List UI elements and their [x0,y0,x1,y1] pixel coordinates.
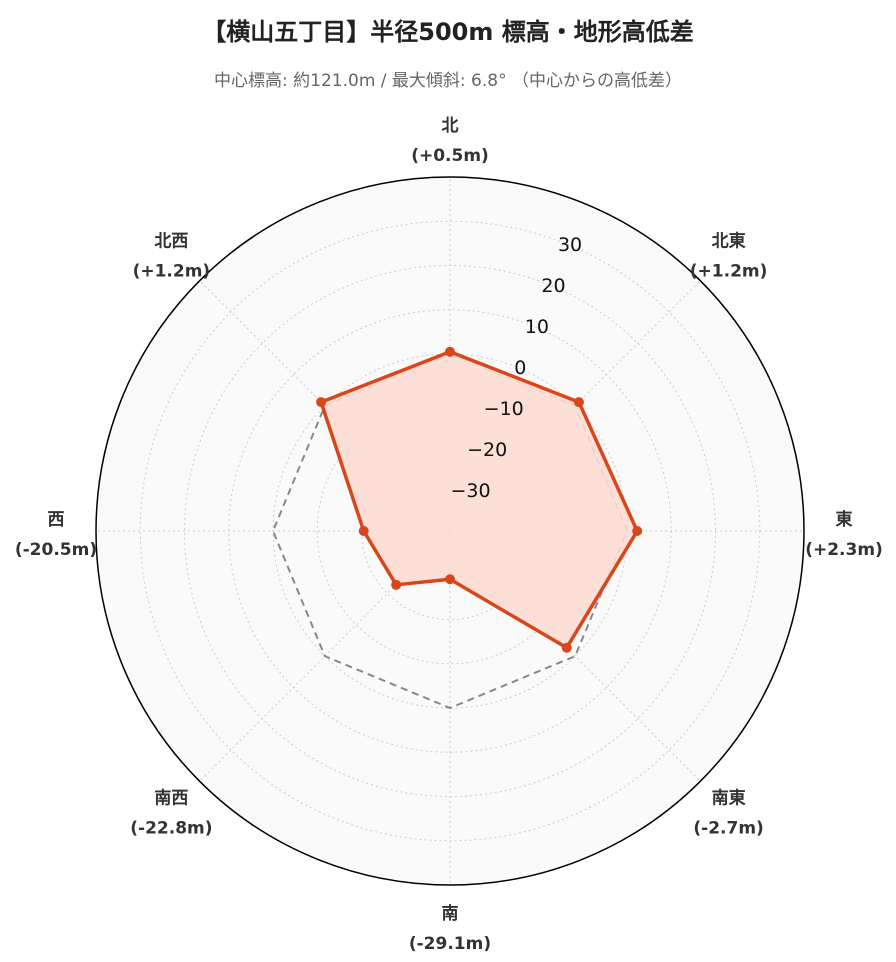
direction-value-label: (-22.8m) [130,819,212,839]
data-point [391,579,402,590]
direction-label: 北東 [712,230,746,251]
direction-label: 南 [442,903,459,924]
radial-tick-label: −30 [451,480,491,502]
data-point [632,526,643,536]
chart-subtitle: 中心標高: 約121.0m / 最大傾斜: 6.8° （中心からの高低差） [214,71,682,91]
direction-value-label: (-2.7m) [693,819,763,839]
direction-label: 北西 [154,231,188,251]
direction-value-label: (-29.1m) [409,934,491,954]
direction-value-label: (+1.2m) [690,261,768,281]
direction-label: 東 [836,509,853,530]
direction-label: 西 [48,510,65,530]
direction-value-label: (+0.5m) [411,146,489,166]
direction-value-label: (+2.3m) [805,540,883,560]
chart-title: 【横山五丁目】半径500m 標高・地形高低差 [202,18,694,46]
plot-border [95,176,805,886]
direction-value-label: (-20.5m) [15,540,97,560]
direction-value-label: (+1.2m) [133,261,211,281]
data-point [561,642,572,653]
angular-gridline [449,530,701,782]
radial-gridline [139,220,761,842]
data-point [445,574,455,585]
direction-label: 南東 [712,788,746,809]
data-point [445,346,455,357]
data-point [573,397,584,408]
direction-label: 北 [442,116,459,136]
radial-tick-label: 0 [514,357,526,379]
radial-tick-label: 20 [541,275,565,297]
data-point [358,526,369,536]
radial-tick-label: −10 [484,398,524,420]
radial-tick-label: 10 [525,316,549,338]
radial-tick-label: −20 [467,439,507,461]
direction-label: 南西 [154,788,188,809]
data-point [316,397,327,408]
radial-tick-label: 30 [558,234,582,256]
